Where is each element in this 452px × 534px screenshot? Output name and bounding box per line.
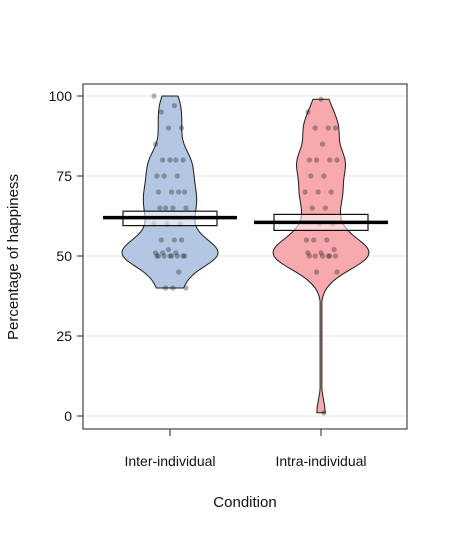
data-point xyxy=(181,189,188,195)
data-point xyxy=(167,253,173,259)
data-point xyxy=(173,250,179,256)
data-point xyxy=(171,103,177,109)
data-point xyxy=(176,189,182,195)
data-point xyxy=(168,253,175,259)
data-point xyxy=(327,157,333,163)
data-point xyxy=(163,285,169,291)
data-point xyxy=(328,189,334,195)
data-point xyxy=(334,157,340,163)
y-tick-label: 100 xyxy=(49,88,73,104)
data-point xyxy=(319,141,326,147)
data-point xyxy=(152,250,159,256)
data-point xyxy=(158,237,164,243)
data-point xyxy=(321,173,327,179)
data-point xyxy=(151,93,157,99)
x-axis: Inter-individual Intra-individual xyxy=(124,429,367,469)
data-point xyxy=(312,253,318,259)
data-point xyxy=(170,285,176,291)
data-point xyxy=(155,253,161,259)
data-point xyxy=(318,250,324,256)
data-point xyxy=(160,250,166,256)
data-point xyxy=(174,253,180,259)
y-axis: 0 25 50 75 100 xyxy=(49,88,83,424)
data-point xyxy=(332,125,339,131)
y-tick-label: 75 xyxy=(56,168,72,184)
data-point xyxy=(302,189,308,195)
data-point xyxy=(165,247,172,253)
y-axis-title: Percentage of happiness xyxy=(5,174,22,340)
data-point xyxy=(176,269,182,275)
data-point xyxy=(314,157,320,163)
data-point xyxy=(303,237,310,243)
data-point xyxy=(179,237,185,243)
summary-boxes xyxy=(103,210,388,231)
y-tick-label: 50 xyxy=(56,248,72,264)
data-point xyxy=(334,269,340,275)
data-point xyxy=(183,205,189,211)
data-point xyxy=(174,173,180,179)
data-point xyxy=(155,189,161,195)
data-point xyxy=(161,173,167,179)
x-tick-label: Inter-individual xyxy=(124,453,215,469)
data-point xyxy=(154,173,160,179)
data-points xyxy=(151,93,340,416)
data-point xyxy=(167,157,173,163)
data-point xyxy=(158,109,164,115)
data-point xyxy=(306,253,312,259)
data-point xyxy=(308,173,314,179)
data-point xyxy=(165,125,172,131)
data-point xyxy=(171,237,177,243)
data-point xyxy=(319,253,326,259)
data-point xyxy=(318,96,324,102)
violin-intra xyxy=(272,98,370,414)
data-point xyxy=(331,247,337,253)
data-point xyxy=(157,205,163,211)
data-point xyxy=(309,205,315,211)
x-tick-label: Intra-individual xyxy=(275,453,366,469)
data-point xyxy=(152,141,159,147)
data-point xyxy=(160,157,166,163)
data-point xyxy=(311,237,317,243)
data-point xyxy=(315,189,321,195)
x-axis-title: Condition xyxy=(213,494,276,511)
data-point xyxy=(306,157,312,163)
data-point xyxy=(321,410,327,416)
data-point xyxy=(179,125,185,131)
y-tick-label: 0 xyxy=(64,408,72,424)
data-point xyxy=(325,125,331,131)
data-point xyxy=(163,205,169,211)
data-point xyxy=(312,125,318,131)
data-point xyxy=(325,253,331,259)
data-point xyxy=(305,250,311,256)
data-point xyxy=(154,253,160,259)
data-point xyxy=(322,205,328,211)
data-point xyxy=(181,253,188,259)
data-point xyxy=(183,285,189,291)
data-point xyxy=(327,253,333,259)
data-point xyxy=(332,253,339,259)
data-point xyxy=(180,253,186,259)
y-tick-label: 25 xyxy=(56,328,72,344)
data-point xyxy=(314,269,320,275)
data-point xyxy=(170,205,176,211)
data-point xyxy=(161,253,167,259)
data-point xyxy=(168,189,175,195)
data-point xyxy=(305,109,311,115)
data-point xyxy=(173,157,179,163)
data-point xyxy=(324,237,330,243)
data-point xyxy=(180,157,186,163)
